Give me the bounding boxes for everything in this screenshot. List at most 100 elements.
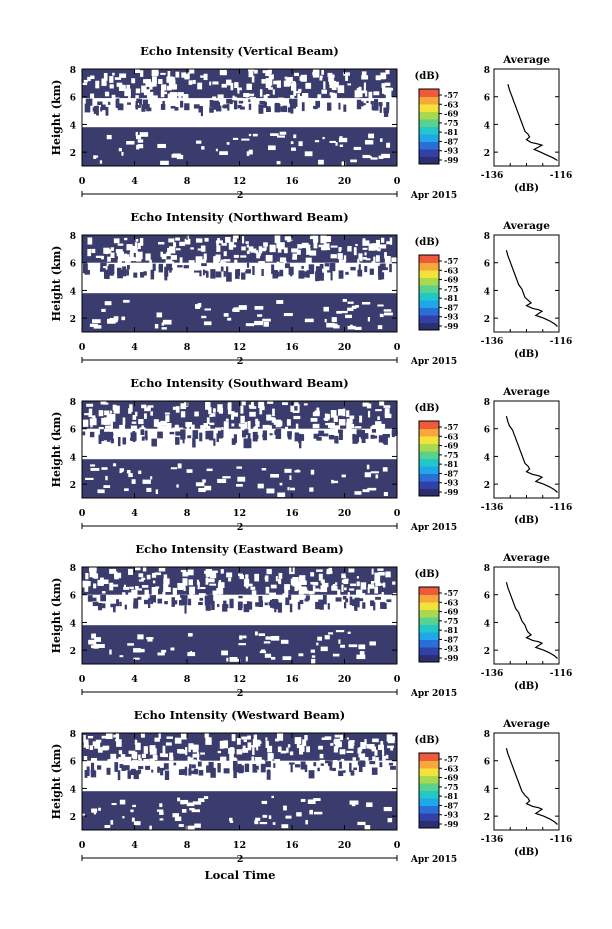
gap-cell bbox=[321, 582, 329, 588]
gap-cell bbox=[293, 415, 301, 420]
y-tick-label: 2 bbox=[70, 149, 76, 159]
gap-cell bbox=[234, 82, 239, 89]
echo-cell bbox=[163, 763, 169, 770]
gap-cell bbox=[172, 406, 176, 410]
gap-cell bbox=[362, 489, 370, 493]
gap-cell bbox=[159, 811, 164, 815]
gap-cell bbox=[105, 425, 113, 429]
gap-cell bbox=[270, 584, 277, 589]
gap-cell bbox=[101, 746, 109, 751]
echo-cell bbox=[227, 104, 230, 111]
gap-cell bbox=[180, 411, 186, 418]
gap-cell bbox=[197, 248, 204, 251]
gap-cell bbox=[141, 85, 147, 93]
gap-cell bbox=[151, 76, 157, 85]
echo-cell bbox=[86, 766, 90, 777]
echo-cell bbox=[223, 600, 227, 606]
echo-cell bbox=[132, 434, 136, 442]
gap-cell bbox=[346, 422, 352, 430]
echo-cell bbox=[213, 438, 216, 446]
avg-y-tick-label: 4 bbox=[484, 453, 490, 463]
gap-cell bbox=[365, 258, 371, 261]
gap-cell bbox=[156, 809, 164, 812]
gap-cell bbox=[251, 75, 255, 83]
colorbar-swatch bbox=[419, 285, 439, 293]
gap-cell bbox=[92, 319, 101, 324]
echo-cell bbox=[345, 271, 349, 275]
gap-cell bbox=[328, 567, 333, 572]
gap-cell bbox=[137, 144, 144, 149]
gap-cell bbox=[381, 153, 390, 159]
gap-cell bbox=[267, 753, 273, 762]
echo-cell bbox=[222, 604, 228, 612]
gap-cell bbox=[382, 755, 386, 761]
average-title: Average bbox=[502, 552, 550, 564]
gap-cell bbox=[124, 488, 129, 492]
gap-cell bbox=[259, 821, 268, 825]
gap-cell bbox=[178, 824, 184, 827]
gap-cell bbox=[151, 573, 157, 578]
echo-cell bbox=[332, 767, 336, 772]
gap-cell bbox=[135, 134, 142, 140]
avg-x-tick-label: -136 bbox=[481, 337, 504, 347]
gap-cell bbox=[274, 235, 281, 244]
echo-cell bbox=[388, 762, 394, 766]
gap-cell bbox=[209, 583, 217, 586]
gap-cell bbox=[150, 411, 154, 416]
avg-y-tick-label: 4 bbox=[484, 287, 490, 297]
gap-cell bbox=[377, 568, 384, 571]
average-profile-line bbox=[505, 582, 558, 659]
gap-cell bbox=[374, 572, 380, 581]
gap-cell bbox=[337, 589, 341, 598]
gap-cell bbox=[344, 587, 347, 591]
gap-cell bbox=[277, 135, 286, 138]
echo-cell bbox=[126, 269, 129, 276]
gap-cell bbox=[121, 316, 126, 321]
echo-cell bbox=[113, 604, 116, 613]
gap-cell bbox=[347, 592, 350, 596]
gap-cell bbox=[266, 568, 272, 575]
gap-cell bbox=[269, 592, 276, 598]
gap-cell bbox=[284, 587, 289, 596]
echo-cell bbox=[90, 762, 95, 772]
echo-cell bbox=[239, 106, 245, 110]
gap-cell bbox=[284, 236, 292, 241]
gap-cell bbox=[188, 579, 193, 586]
gap-cell bbox=[100, 255, 104, 260]
gap-cell bbox=[250, 586, 256, 590]
colorbar-tick-label: -81 bbox=[444, 625, 458, 635]
echo-cell bbox=[97, 101, 103, 105]
echo-cell bbox=[356, 429, 362, 438]
echo-cell bbox=[120, 272, 124, 276]
gap-cell bbox=[215, 254, 221, 262]
echo-cell bbox=[288, 266, 294, 275]
gap-cell bbox=[268, 74, 274, 80]
echo-cell bbox=[133, 272, 138, 278]
gap-cell bbox=[209, 422, 215, 426]
colorbar-tick-label: -57 bbox=[444, 256, 458, 266]
gap-cell bbox=[326, 568, 331, 575]
echo-cell bbox=[143, 271, 147, 276]
gap-cell bbox=[119, 470, 122, 474]
echo-cell bbox=[200, 106, 203, 117]
gap-cell bbox=[180, 733, 187, 740]
gap-cell bbox=[362, 154, 371, 159]
gap-cell bbox=[276, 300, 284, 304]
echo-cell bbox=[226, 98, 232, 104]
colorbar-tick-label: -57 bbox=[444, 588, 458, 598]
echo-cell bbox=[298, 270, 305, 279]
y-tick-label: 8 bbox=[70, 564, 76, 574]
gap-cell bbox=[149, 758, 155, 763]
gap-cell bbox=[143, 89, 151, 96]
gap-cell bbox=[332, 653, 340, 657]
gap-cell bbox=[249, 97, 257, 102]
gap-cell bbox=[122, 417, 126, 426]
gap-cell bbox=[312, 423, 320, 429]
gap-cell bbox=[202, 479, 206, 483]
colorbar-swatch bbox=[419, 134, 439, 142]
gap-cell bbox=[216, 241, 219, 246]
gap-cell bbox=[379, 401, 385, 406]
gap-cell bbox=[363, 82, 367, 89]
echo-cell bbox=[354, 600, 357, 611]
echo-cell bbox=[122, 437, 127, 445]
